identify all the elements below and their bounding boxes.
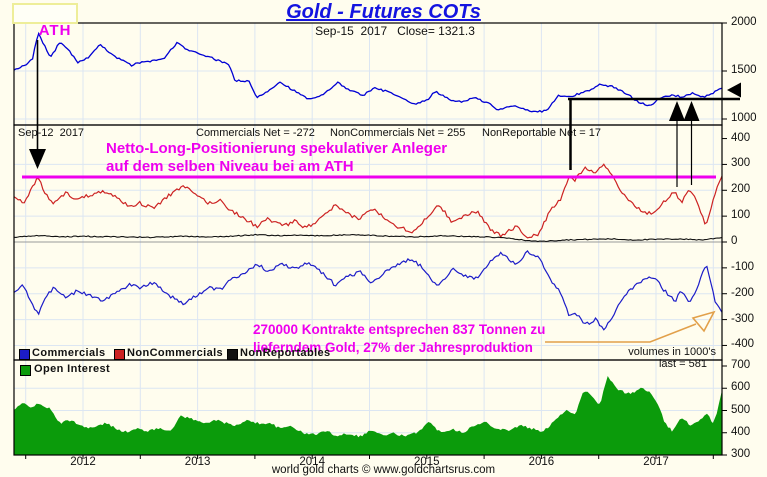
- nonreportable-net-value: NonReportable Net = 17: [482, 127, 601, 139]
- y-axis-label: 1000: [731, 112, 757, 124]
- y-axis-label: 2000: [731, 16, 757, 28]
- y-axis-label: 300: [731, 448, 751, 460]
- y-axis-label: 400: [731, 425, 751, 438]
- commercials-net-value: Commercials Net = -272: [196, 127, 315, 139]
- ath-label-box: ATH: [12, 3, 78, 39]
- annotation-german-line2: auf dem selben Niveau bei am ATH: [106, 158, 354, 175]
- y-axis-label: 100: [731, 209, 751, 222]
- commercials-legend-label: Commercials: [32, 347, 106, 359]
- x-axis-label: 2015: [414, 456, 440, 468]
- ath-label: ATH: [38, 22, 72, 39]
- annotation-contracts-line1: 270000 Kontrakte entsprechen 837 Tonnen …: [253, 322, 546, 337]
- x-axis-label: 2013: [184, 456, 211, 468]
- y-axis-label: 700: [731, 359, 751, 371]
- annotation-german-line1: Netto-Long-Positionierung spekulativer A…: [106, 140, 448, 157]
- y-axis-label: -400: [731, 338, 755, 351]
- noncommercials-swatch: [114, 349, 125, 360]
- y-axis-label: -300: [731, 312, 755, 325]
- x-axis-label: 2014: [299, 456, 325, 468]
- y-axis-label: -100: [731, 260, 755, 273]
- noncommercials-legend-label: NonCommercials: [127, 347, 224, 359]
- y-axis-label: -200: [731, 286, 755, 299]
- open-interest-swatch: [20, 365, 31, 376]
- cot-date-label: Sep-12 2017: [18, 127, 85, 139]
- volumes-note: volumes in 1000's: [628, 346, 716, 358]
- chart-subtitle: Sep-15 2017 Close= 1321.3: [315, 24, 475, 38]
- nonreportables-legend-label: NonReportables: [240, 347, 331, 359]
- y-axis-label: 200: [731, 183, 751, 196]
- y-axis-label: 1500: [731, 64, 757, 76]
- y-axis-label: 300: [731, 157, 751, 170]
- y-axis-label: 400: [731, 131, 751, 144]
- noncommercials-net-value: NonCommercials Net = 255: [330, 127, 466, 139]
- chart-title: Gold - Futures COTs: [286, 1, 481, 23]
- nonreportables-swatch: [227, 349, 238, 360]
- x-axis-label: 2016: [528, 456, 555, 468]
- x-axis-label: 2017: [643, 456, 669, 468]
- annotation-contracts-line2: lieferndem Gold, 27% der Jahresproduktio…: [253, 340, 533, 355]
- y-axis-label: 600: [731, 381, 751, 394]
- y-axis-label: 500: [731, 403, 751, 416]
- x-axis-label: 2012: [70, 456, 96, 468]
- commercials-swatch: [19, 349, 30, 360]
- y-axis-label: 0: [731, 235, 738, 247]
- source-credit: world gold charts © www.goldchartsrus.co…: [271, 464, 496, 476]
- last-value-label: last = 581: [658, 358, 707, 370]
- open-interest-legend-label: Open Interest: [34, 363, 111, 375]
